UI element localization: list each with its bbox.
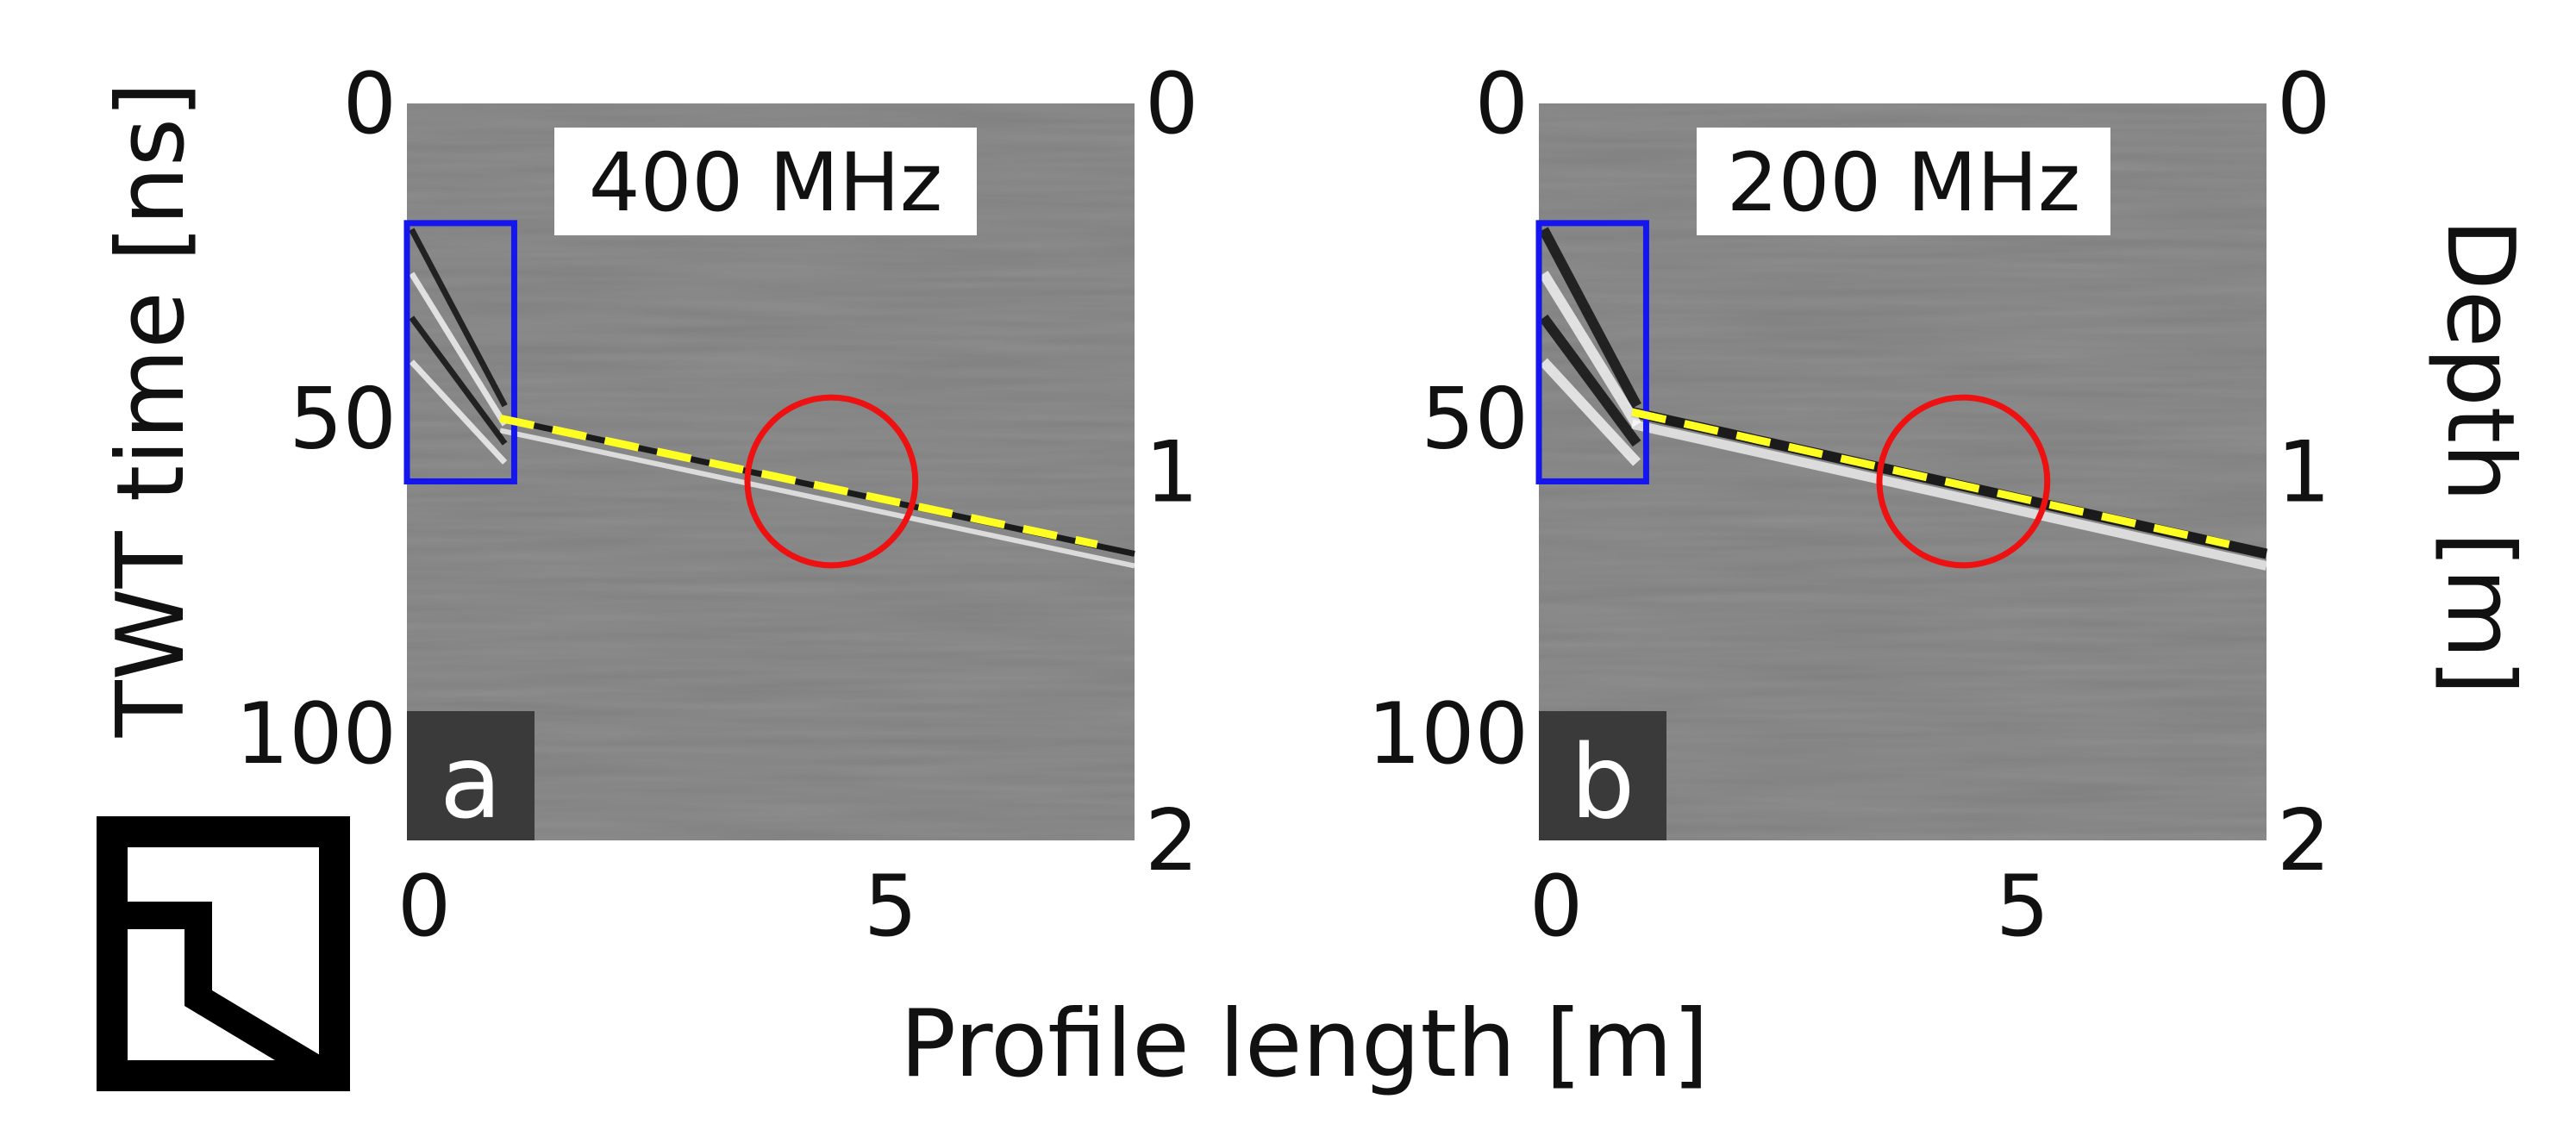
y-tick-depth-label: 0 — [1145, 55, 1198, 153]
direct-wave-streak — [1539, 227, 1641, 409]
direct-wave-streak — [409, 359, 508, 465]
y-tick-depth-label: 1 — [2277, 424, 2330, 522]
y-tick-depth-label: 2 — [1145, 792, 1198, 890]
x-axis-title: Profile length [m] — [900, 990, 1709, 1098]
panel-a: 400 MHz a 0 50 100 0 1 2 0 5 — [235, 55, 1198, 956]
y-tick-depth-label: 0 — [2277, 55, 2330, 153]
reflector-light — [1631, 419, 2268, 571]
frequency-label-b: 200 MHz — [1727, 136, 2080, 230]
panel-letter-box-a — [407, 711, 535, 840]
direct-wave-streak — [1540, 358, 1641, 466]
label-box-b — [1697, 128, 2110, 235]
y-tick-time-label: 0 — [1475, 55, 1529, 153]
red-circle-a — [744, 394, 919, 569]
x-tick-label: 5 — [864, 858, 917, 956]
red-circle-b — [1876, 394, 2051, 569]
label-box-a — [554, 128, 977, 235]
direct-wave-streak — [409, 228, 508, 408]
direct-wave-streak — [409, 315, 508, 446]
direct-wave-streak — [409, 272, 508, 427]
interpreted-line-a — [499, 414, 1098, 548]
frequency-label-a: 400 MHz — [589, 136, 942, 230]
y-axis-right-title: Depth [m] — [2426, 219, 2534, 696]
x-tick-label: 0 — [1529, 858, 1583, 956]
direct-wave-streak — [1539, 271, 1641, 428]
y-tick-time-label: 0 — [343, 55, 397, 153]
panel-letter-b: b — [1571, 722, 1635, 841]
interpreted-line-b — [1631, 408, 2230, 548]
x-tick-label: 0 — [397, 858, 451, 956]
blue-box-b — [1535, 220, 1649, 484]
y-tick-time-label: 50 — [1421, 370, 1529, 468]
panel-letter-a: a — [440, 722, 502, 841]
panel-b: 200 MHz b 0 50 100 0 1 2 0 5 — [1367, 55, 2330, 956]
direct-wave-streak — [1539, 314, 1641, 447]
y-tick-time-label: 100 — [1367, 685, 1529, 784]
reflector-light — [499, 428, 1135, 569]
panel-letter-box-b — [1539, 711, 1666, 840]
x-tick-label: 5 — [1996, 858, 2049, 956]
blue-box-a — [403, 220, 517, 484]
logo-icon — [97, 816, 350, 1091]
y-tick-depth-label: 1 — [1145, 424, 1198, 522]
y-axis-left-title: TWT time [ns] — [97, 82, 205, 738]
y-tick-time-label: 100 — [235, 685, 397, 784]
y-tick-depth-label: 2 — [2277, 792, 2330, 890]
y-tick-time-label: 50 — [289, 370, 397, 468]
